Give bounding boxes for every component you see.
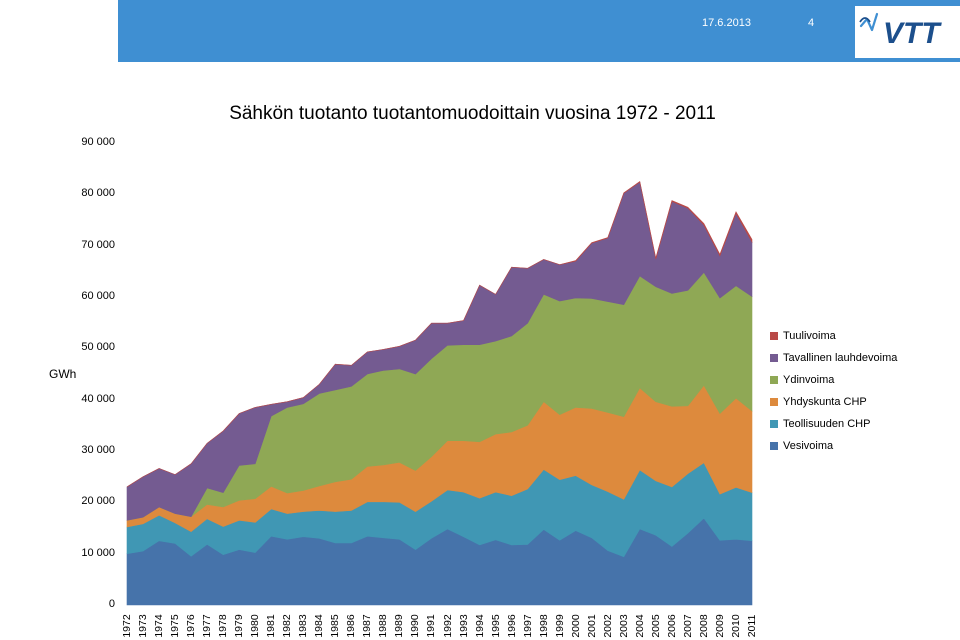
page-number: 4: [808, 17, 815, 29]
y-tick-label: 40 000: [81, 392, 115, 405]
legend-item: Teollisuuden CHP: [770, 413, 897, 435]
legend-label: Teollisuuden CHP: [783, 418, 871, 430]
y-tick-label: 50 000: [81, 341, 115, 354]
y-tick-label: 10 000: [81, 546, 115, 559]
y-axis-label: GWh: [49, 367, 77, 381]
legend-item: Yhdyskunta CHP: [770, 391, 897, 413]
legend-label: Vesivoima: [783, 440, 834, 452]
chart-title: Sähkön tuotanto tuotantomuodoittain vuos…: [229, 103, 716, 124]
chart-legend: Tuulivoima Tavallinen lauhdevoima Ydinvoim…: [770, 325, 897, 457]
legend-item: Vesivoima: [770, 435, 897, 457]
legend-item: Ydinvoima: [770, 369, 897, 391]
vtt-logo-text: VTT: [883, 17, 942, 50]
legend-swatch: [770, 420, 778, 428]
slide-header: 17.6.2013 4 VTT: [0, 0, 960, 62]
y-tick-label: 20 000: [81, 495, 115, 508]
legend-label: Yhdyskunta CHP: [783, 396, 867, 408]
slide-date: 17.6.2013: [702, 17, 751, 29]
vtt-logo-graphic: VTT: [859, 12, 942, 50]
y-tick-label: 80 000: [81, 187, 115, 200]
legend-item: Tuulivoima: [770, 325, 897, 347]
series-area-tuulivoima: [126, 180, 753, 488]
vtt-logo: VTT: [855, 6, 960, 58]
y-tick-label: 30 000: [81, 444, 115, 456]
y-tick-label: 90 000: [81, 136, 115, 148]
y-tick-label: 0: [108, 598, 115, 610]
y-tick-label: 60 000: [81, 290, 115, 302]
header-band: [118, 0, 960, 62]
legend-swatch: [770, 442, 778, 450]
legend-label: Ydinvoima: [783, 374, 835, 386]
legend-label: Tuulivoima: [783, 330, 836, 342]
legend-swatch: [770, 376, 778, 384]
legend-swatch: [770, 354, 778, 362]
legend-label: Tavallinen lauhdevoima: [783, 352, 898, 364]
y-tick-label: 70 000: [81, 238, 115, 251]
legend-swatch: [770, 398, 778, 406]
legend-swatch: [770, 332, 778, 340]
legend-item: Tavallinen lauhdevoima: [770, 347, 897, 369]
